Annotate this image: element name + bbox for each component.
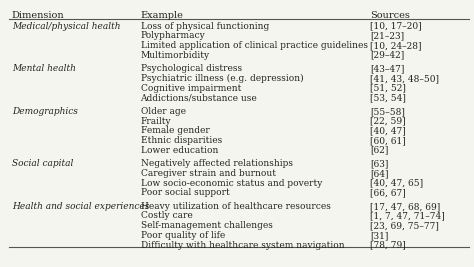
Text: Demographics: Demographics <box>12 107 78 116</box>
Text: [43–47]: [43–47] <box>370 64 405 73</box>
Text: [41, 43, 48–50]: [41, 43, 48–50] <box>370 74 439 83</box>
Text: [31]: [31] <box>370 231 389 240</box>
Text: Social capital: Social capital <box>12 159 73 168</box>
Text: Caregiver strain and burnout: Caregiver strain and burnout <box>140 169 275 178</box>
Text: [53, 54]: [53, 54] <box>370 93 406 102</box>
Text: Low socio-economic status and poverty: Low socio-economic status and poverty <box>140 179 322 187</box>
Text: Polypharmacy: Polypharmacy <box>140 31 205 40</box>
Text: Mental health: Mental health <box>12 64 76 73</box>
Text: [64]: [64] <box>370 169 389 178</box>
Text: [40, 47]: [40, 47] <box>370 126 406 135</box>
Text: Ethnic disparities: Ethnic disparities <box>140 136 222 145</box>
Text: Costly care: Costly care <box>140 211 192 221</box>
Text: Dimension: Dimension <box>12 10 64 19</box>
Text: [51, 52]: [51, 52] <box>370 84 406 93</box>
Text: [21–23]: [21–23] <box>370 31 404 40</box>
Text: Self-management challenges: Self-management challenges <box>140 221 273 230</box>
Text: Cognitive impairment: Cognitive impairment <box>140 84 241 93</box>
Text: Medical/physical health: Medical/physical health <box>12 22 120 31</box>
Text: Sources: Sources <box>370 10 410 19</box>
Text: Older age: Older age <box>140 107 185 116</box>
Text: [55–58]: [55–58] <box>370 107 405 116</box>
Text: [29–42]: [29–42] <box>370 51 405 60</box>
Text: [10, 17–20]: [10, 17–20] <box>370 22 422 31</box>
Text: Frailty: Frailty <box>140 117 171 125</box>
Text: Loss of physical functioning: Loss of physical functioning <box>140 22 269 31</box>
Text: [40, 47, 65]: [40, 47, 65] <box>370 179 424 187</box>
Text: Female gender: Female gender <box>140 126 209 135</box>
Text: Negatively affected relationships: Negatively affected relationships <box>140 159 292 168</box>
Text: [22, 59]: [22, 59] <box>370 117 406 125</box>
Text: Difficulty with healthcare system navigation: Difficulty with healthcare system naviga… <box>140 241 344 249</box>
Text: [1, 7, 47, 71–74]: [1, 7, 47, 71–74] <box>370 211 445 221</box>
Text: Limited application of clinical practice guidelines: Limited application of clinical practice… <box>140 41 367 50</box>
Text: Health and social experiences: Health and social experiences <box>12 202 149 211</box>
Text: [60, 61]: [60, 61] <box>370 136 406 145</box>
Text: [78, 79]: [78, 79] <box>370 241 406 249</box>
Text: Example: Example <box>140 10 183 19</box>
Text: Psychological distress: Psychological distress <box>140 64 242 73</box>
Text: Addictions/substance use: Addictions/substance use <box>140 93 257 102</box>
Text: Poor quality of life: Poor quality of life <box>140 231 225 240</box>
Text: [17, 47, 68, 69]: [17, 47, 68, 69] <box>370 202 441 211</box>
Text: Multimorbidity: Multimorbidity <box>140 51 210 60</box>
Text: Poor social support: Poor social support <box>140 188 229 197</box>
Text: [63]: [63] <box>370 159 389 168</box>
Text: [66, 67]: [66, 67] <box>370 188 406 197</box>
Text: [23, 69, 75–77]: [23, 69, 75–77] <box>370 221 439 230</box>
Text: Psychiatric illness (e.g. depression): Psychiatric illness (e.g. depression) <box>140 74 303 83</box>
Text: Heavy utilization of healthcare resources: Heavy utilization of healthcare resource… <box>140 202 330 211</box>
Text: [10, 24–28]: [10, 24–28] <box>370 41 422 50</box>
Text: [62]: [62] <box>370 146 389 155</box>
Text: Lower education: Lower education <box>140 146 218 155</box>
